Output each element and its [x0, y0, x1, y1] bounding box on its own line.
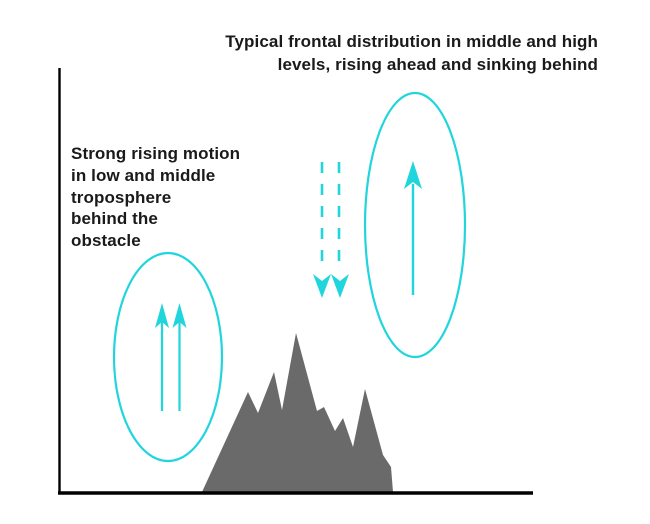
rising-motion-label: Strong rising motion in low and middle t…	[71, 143, 240, 252]
dashed-down-arrow-icon	[313, 162, 331, 298]
rising-motion-label-line3: troposphere	[71, 187, 172, 207]
rising-motion-label-line4: behind the	[71, 209, 158, 229]
rising-motion-label-line2: in low and middle	[71, 165, 216, 185]
rising-motion-label-line5: obstacle	[71, 231, 141, 251]
up-arrow-icon	[172, 303, 187, 411]
mountain-silhouette-icon	[202, 333, 393, 492]
rising-motion-ellipse-right	[363, 91, 467, 359]
diagram-title-line2: levels, rising ahead and sinking behind	[277, 54, 598, 74]
dashed-down-arrow-icon	[331, 162, 349, 298]
diagram-title: Typical frontal distribution in middle a…	[225, 31, 598, 76]
up-arrow-icon	[404, 161, 422, 295]
up-arrow-icon	[155, 303, 169, 411]
diagram-title-line1: Typical frontal distribution in middle a…	[225, 32, 598, 51]
rising-motion-label-line1: Strong rising motion	[71, 144, 241, 163]
rising-motion-ellipse-left	[112, 251, 224, 463]
